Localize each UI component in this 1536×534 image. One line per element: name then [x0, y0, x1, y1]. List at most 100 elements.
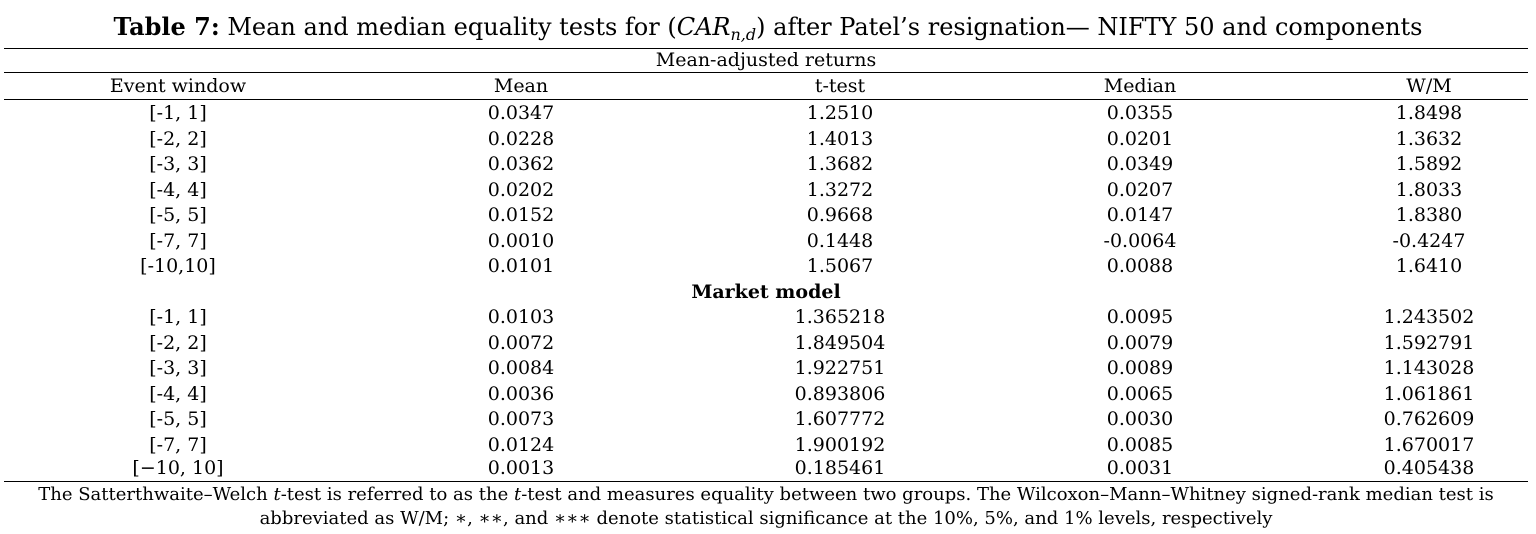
table-row: [-3, 3] 0.0084 1.922751 0.0089 1.143028	[4, 356, 1528, 382]
cell-wm: -0.4247	[1392, 229, 1466, 252]
section-rule	[4, 72, 1528, 73]
cell-wm: 0.405438	[1383, 457, 1475, 479]
cell-t-test: 0.185461	[794, 457, 886, 479]
cell-median: 0.0355	[1106, 102, 1174, 124]
cell-t-test: 1.365218	[794, 306, 886, 328]
cell-mean: 0.0347	[487, 102, 555, 124]
cell-mean: 0.0073	[487, 408, 555, 430]
cell-mean: 0.0124	[487, 433, 555, 456]
cell-median: 0.0095	[1106, 306, 1174, 328]
table-row: [-10,10] 0.0101 1.5067 0.0088 1.6410	[4, 254, 1528, 280]
table-label: Table 7:	[113, 12, 220, 41]
cell-event-window: [-10,10]	[140, 255, 216, 277]
cell-t-test: 1.5067	[806, 255, 874, 277]
cell-wm: 1.8498	[1395, 102, 1463, 124]
footnote-text: The Satterthwaite–Welch	[38, 484, 274, 505]
cell-median: 0.0079	[1106, 331, 1174, 354]
cell-event-window: [-7, 7]	[149, 433, 207, 456]
cell-t-test: 0.9668	[806, 204, 874, 226]
cell-median: 0.0207	[1106, 178, 1174, 201]
title-text-before: Mean and median equality tests for (	[219, 13, 677, 41]
table-row: [-2, 2] 0.0072 1.849504 0.0079 1.592791	[4, 331, 1528, 357]
cell-median: 0.0030	[1106, 408, 1174, 430]
cell-t-test: 1.922751	[794, 357, 886, 379]
cell-wm: 1.8033	[1395, 178, 1463, 201]
table-title: Table 7: Mean and median equality tests …	[0, 10, 1536, 44]
title-math-subscript: n,d	[730, 25, 757, 44]
cell-event-window: [-7, 7]	[149, 229, 207, 252]
cell-t-test: 0.893806	[794, 382, 886, 405]
cell-median: 0.0089	[1106, 357, 1174, 379]
table-row: [-7, 7] 0.0124 1.900192 0.0085 1.670017	[4, 433, 1528, 459]
cell-t-test: 0.1448	[806, 229, 874, 252]
cell-wm: 1.8380	[1395, 204, 1463, 226]
title-text-after: ) after Patel’s resignation— NIFTY 50 an…	[756, 13, 1423, 41]
cell-median: 0.0147	[1106, 204, 1174, 226]
cell-t-test: 1.2510	[806, 102, 874, 124]
table-row: [-4, 4] 0.0202 1.3272 0.0207 1.8033	[4, 178, 1528, 204]
cell-wm: 1.3632	[1395, 127, 1463, 150]
cell-median: 0.0031	[1106, 457, 1174, 479]
cell-t-test: 1.4013	[806, 127, 874, 150]
cell-event-window: [-5, 5]	[149, 408, 207, 430]
cell-event-window: [-1, 1]	[149, 102, 207, 124]
cell-mean: 0.0036	[487, 382, 555, 405]
cell-median: -0.0064	[1103, 229, 1177, 252]
cell-wm: 1.5892	[1395, 153, 1463, 175]
header-mean: Mean	[493, 75, 549, 97]
cell-wm: 1.061861	[1383, 382, 1475, 405]
table-row: [-1, 1] 0.0347 1.2510 0.0355 1.8498	[4, 101, 1528, 127]
cell-median: 0.0065	[1106, 382, 1174, 405]
cell-median: 0.0349	[1106, 153, 1174, 175]
table-row: [-2, 2] 0.0228 1.4013 0.0201 1.3632	[4, 127, 1528, 153]
header-median: Median	[1103, 75, 1177, 97]
cell-event-window: [-2, 2]	[149, 331, 207, 354]
cell-mean: 0.0103	[487, 306, 555, 328]
header-wm: W/M	[1406, 75, 1452, 97]
cell-wm: 0.762609	[1383, 408, 1475, 430]
table-footnote: The Satterthwaite–Welch t-test is referr…	[4, 483, 1528, 531]
footnote-text: -test and measures equality between two …	[259, 484, 1494, 529]
cell-t-test: 1.900192	[794, 433, 886, 456]
table-row: [-5, 5] 0.0152 0.9668 0.0147 1.8380	[4, 203, 1528, 229]
cell-event-window: [-3, 3]	[149, 153, 207, 175]
cell-event-window: [-5, 5]	[149, 204, 207, 226]
cell-mean: 0.0152	[487, 204, 555, 226]
cell-wm: 1.243502	[1383, 306, 1475, 328]
header-t-test: t-test	[814, 75, 866, 97]
title-math-main: CAR	[676, 13, 731, 41]
header-event-window: Event window	[109, 75, 247, 97]
cell-mean: 0.0101	[487, 255, 555, 277]
cell-event-window: [−10, 10]	[132, 457, 224, 479]
table-row: [-7, 7] 0.0010 0.1448 -0.0064 -0.4247	[4, 229, 1528, 255]
cell-mean: 0.0362	[487, 153, 555, 175]
cell-t-test: 1.607772	[794, 408, 886, 430]
header-rule	[4, 99, 1528, 100]
table-row: [-3, 3] 0.0362 1.3682 0.0349 1.5892	[4, 152, 1528, 178]
bottom-rule	[4, 481, 1528, 482]
cell-median: 0.0201	[1106, 127, 1174, 150]
cell-mean: 0.0228	[487, 127, 555, 150]
cell-mean: 0.0010	[487, 229, 555, 252]
top-rule	[4, 48, 1528, 49]
footnote-text: -test is referred to as the	[280, 484, 514, 505]
cell-mean: 0.0084	[487, 357, 555, 379]
table-row: [−10, 10] 0.0013 0.185461 0.0031 0.40543…	[4, 456, 1528, 482]
footnote-italic-t: t	[513, 484, 522, 505]
table-row: [-1, 1] 0.0103 1.365218 0.0095 1.243502	[4, 305, 1528, 331]
cell-median: 0.0088	[1106, 255, 1174, 277]
cell-event-window: [-3, 3]	[149, 357, 207, 379]
table-row: [-5, 5] 0.0073 1.607772 0.0030 0.762609	[4, 407, 1528, 433]
table-row: [-4, 4] 0.0036 0.893806 0.0065 1.061861	[4, 382, 1528, 408]
cell-wm: 1.143028	[1383, 357, 1475, 379]
cell-event-window: [-2, 2]	[149, 127, 207, 150]
cell-wm: 1.6410	[1395, 255, 1463, 277]
section-heading-market-model: Market model	[691, 281, 841, 303]
cell-wm: 1.592791	[1383, 331, 1475, 354]
cell-mean: 0.0072	[487, 331, 555, 354]
cell-event-window: [-4, 4]	[149, 382, 207, 405]
cell-mean: 0.0013	[487, 457, 555, 479]
cell-t-test: 1.3682	[806, 153, 874, 175]
cell-event-window: [-1, 1]	[149, 306, 207, 328]
